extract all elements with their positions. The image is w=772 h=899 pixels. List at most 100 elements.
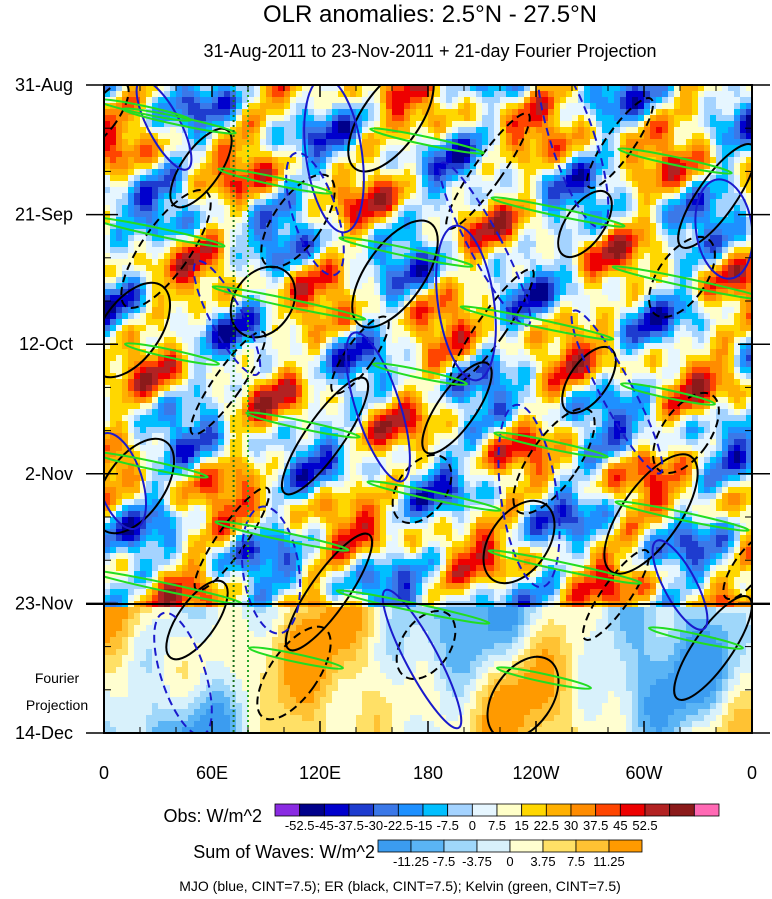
heatmap-cell bbox=[440, 313, 447, 320]
heatmap-cell bbox=[260, 229, 267, 236]
heatmap-cell bbox=[500, 145, 507, 152]
heatmap-cell bbox=[362, 85, 369, 92]
heatmap-cell bbox=[302, 331, 309, 338]
heatmap-cell bbox=[254, 127, 261, 134]
heatmap-cell bbox=[566, 151, 573, 158]
heatmap-cell bbox=[452, 127, 459, 134]
heatmap-cell bbox=[404, 259, 411, 266]
heatmap-cell bbox=[716, 97, 723, 104]
heatmap-cell bbox=[566, 247, 573, 254]
heatmap-cell bbox=[428, 139, 435, 146]
heatmap-cell bbox=[554, 229, 561, 236]
heatmap-cell bbox=[272, 133, 279, 140]
heatmap-cell bbox=[560, 277, 567, 284]
heatmap-cell bbox=[356, 145, 363, 152]
heatmap-cell bbox=[392, 325, 399, 332]
heatmap-cell bbox=[230, 121, 237, 128]
heatmap-cell bbox=[188, 229, 195, 236]
heatmap-cell bbox=[692, 307, 699, 314]
heatmap-cell bbox=[344, 319, 351, 326]
heatmap-cell bbox=[476, 235, 483, 242]
heatmap-cell bbox=[494, 211, 501, 218]
heatmap-cell bbox=[128, 115, 135, 122]
heatmap-cell bbox=[446, 205, 453, 212]
heatmap-cell bbox=[326, 85, 333, 92]
heatmap-cell bbox=[368, 133, 375, 140]
heatmap-cell bbox=[284, 241, 291, 248]
heatmap-cell bbox=[620, 199, 627, 206]
heatmap-cell bbox=[602, 145, 609, 152]
heatmap-cell bbox=[464, 85, 471, 92]
heatmap-cell bbox=[284, 223, 291, 230]
heatmap-cell bbox=[380, 91, 387, 98]
heatmap-cell bbox=[296, 85, 303, 92]
heatmap-cell bbox=[290, 91, 297, 98]
heatmap-cell bbox=[362, 115, 369, 122]
heatmap-cell bbox=[284, 115, 291, 122]
heatmap-cell bbox=[674, 349, 681, 356]
heatmap-cell bbox=[554, 325, 561, 332]
heatmap-cell bbox=[506, 91, 513, 98]
heatmap-cell bbox=[266, 289, 273, 296]
heatmap-cell bbox=[362, 319, 369, 326]
heatmap-cell bbox=[332, 109, 339, 116]
heatmap-cell bbox=[410, 187, 417, 194]
heatmap-cell bbox=[632, 277, 639, 284]
heatmap-cell bbox=[278, 247, 285, 254]
heatmap-cell bbox=[350, 151, 357, 158]
heatmap-cell bbox=[542, 163, 549, 170]
heatmap-cell bbox=[596, 355, 603, 362]
heatmap-cell bbox=[566, 319, 573, 326]
heatmap-cell bbox=[548, 127, 555, 134]
heatmap-cell bbox=[482, 289, 489, 296]
heatmap-cell bbox=[518, 337, 525, 344]
heatmap-cell bbox=[212, 121, 219, 128]
heatmap-cell bbox=[662, 211, 669, 218]
heatmap-cell bbox=[392, 319, 399, 326]
heatmap-cell bbox=[650, 319, 657, 326]
heatmap-cell bbox=[266, 163, 273, 170]
heatmap-cell bbox=[134, 169, 141, 176]
heatmap-cell bbox=[584, 157, 591, 164]
heatmap-cell bbox=[440, 109, 447, 116]
heatmap-cell bbox=[146, 307, 153, 314]
heatmap-cell bbox=[140, 211, 147, 218]
heatmap-cell bbox=[278, 349, 285, 356]
heatmap-cell bbox=[560, 271, 567, 278]
heatmap-cell bbox=[236, 277, 243, 284]
heatmap-cell bbox=[254, 295, 261, 302]
heatmap-cell bbox=[236, 313, 243, 320]
heatmap-cell bbox=[176, 169, 183, 176]
heatmap-cell bbox=[152, 181, 159, 188]
heatmap-cell bbox=[110, 163, 117, 170]
heatmap-cell bbox=[554, 157, 561, 164]
heatmap-cell bbox=[710, 247, 717, 254]
heatmap-cell bbox=[566, 169, 573, 176]
heatmap-cell bbox=[620, 109, 627, 116]
heatmap-cell bbox=[578, 349, 585, 356]
heatmap-cell bbox=[182, 313, 189, 320]
heatmap-cell bbox=[140, 187, 147, 194]
heatmap-cell bbox=[266, 241, 273, 248]
heatmap-cell bbox=[242, 193, 249, 200]
heatmap-cell bbox=[482, 337, 489, 344]
heatmap-cell bbox=[110, 85, 117, 92]
heatmap-cell bbox=[542, 337, 549, 344]
heatmap-cell bbox=[158, 319, 165, 326]
heatmap-cell bbox=[398, 133, 405, 140]
heatmap-cell bbox=[188, 307, 195, 314]
heatmap-cell bbox=[296, 301, 303, 308]
heatmap-cell bbox=[284, 211, 291, 218]
heatmap-cell bbox=[230, 331, 237, 338]
heatmap-cell bbox=[290, 199, 297, 206]
heatmap-cell bbox=[530, 277, 537, 284]
heatmap-cell bbox=[488, 289, 495, 296]
heatmap-cell bbox=[386, 163, 393, 170]
heatmap-cell bbox=[446, 217, 453, 224]
heatmap-cell bbox=[122, 109, 129, 116]
heatmap-cell bbox=[524, 169, 531, 176]
heatmap-cell bbox=[374, 313, 381, 320]
heatmap-cell bbox=[176, 295, 183, 302]
heatmap-cell bbox=[656, 175, 663, 182]
heatmap-cell bbox=[668, 187, 675, 194]
